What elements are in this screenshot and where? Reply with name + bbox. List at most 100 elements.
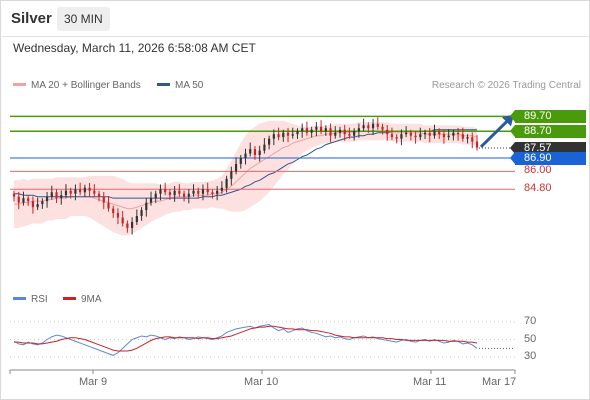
support-1-tag: 86.00 <box>524 164 552 177</box>
pivot-tag: 86.90 <box>510 151 586 165</box>
candle-body <box>239 158 242 164</box>
candle-body <box>282 132 285 138</box>
legend-ma50-swatch <box>157 82 170 86</box>
candle-body <box>173 190 176 196</box>
candle-body <box>367 125 370 129</box>
timestamp: Wednesday, March 11, 2026 6:58:08 AM CET <box>13 41 256 55</box>
candle-body <box>338 129 342 133</box>
resistance-2-tag: 89.70 <box>510 109 586 123</box>
candle-body <box>88 187 91 191</box>
candle-body <box>310 129 313 133</box>
candle-body <box>357 128 360 132</box>
candle-body <box>197 190 200 194</box>
candle-body <box>230 171 233 179</box>
candle-body <box>386 129 389 135</box>
candle-body <box>154 193 157 199</box>
candle-body <box>211 192 214 194</box>
candle-body <box>140 210 143 217</box>
candle-body <box>192 190 195 194</box>
candle-body <box>249 149 252 154</box>
candle-body <box>244 153 247 159</box>
candle-body <box>45 196 49 202</box>
candle-body <box>145 202 148 211</box>
candle-body <box>324 128 327 132</box>
candle-body <box>126 223 129 228</box>
legend-rsi: RSI <box>13 294 48 305</box>
candle-body <box>60 195 63 199</box>
candle-body <box>277 134 280 138</box>
candle-body <box>102 196 105 203</box>
legend-rsi-label: RSI <box>31 294 48 305</box>
candle-body <box>164 189 167 193</box>
candle-body <box>405 132 408 135</box>
candle-body <box>220 187 223 191</box>
candle-body <box>395 137 398 139</box>
candle-body <box>442 134 446 138</box>
candle-body <box>201 189 205 194</box>
candle-body <box>296 131 299 135</box>
candle-body <box>64 190 68 196</box>
candle-body <box>225 178 228 188</box>
resistance-1-tag: 88.70 <box>510 124 586 138</box>
candle-body <box>319 126 323 132</box>
legend-bollinger-swatch <box>13 82 26 86</box>
candle-body <box>159 189 162 194</box>
candle-body <box>409 132 412 136</box>
legend-rsi-ma-swatch <box>63 296 76 300</box>
candle-body <box>27 198 30 202</box>
candle-body <box>381 126 384 130</box>
bollinger-band <box>14 120 477 236</box>
rsi-ma-line <box>14 325 478 352</box>
candle-body <box>17 196 20 203</box>
candle-body <box>258 150 261 156</box>
candle-body <box>112 208 115 214</box>
candle-body <box>371 123 375 129</box>
timeframe-button[interactable]: 30 MIN <box>57 7 110 31</box>
chart-header: Silver 30 MIN <box>0 0 590 36</box>
last-price-tag: 87.57 <box>510 141 586 155</box>
candle-body <box>131 221 134 228</box>
candle-body <box>329 128 332 136</box>
candle-body <box>36 204 39 208</box>
candle-body <box>466 137 469 139</box>
candle-body <box>31 201 34 208</box>
x-tick-label: Mar 9 <box>79 376 108 388</box>
candle-body <box>428 132 431 136</box>
candle-body <box>362 125 365 129</box>
candle-body <box>291 134 294 136</box>
x-tick-label: Mar 11 <box>413 376 447 388</box>
x-tick-label: Mar 17 <box>482 376 517 388</box>
candle-body <box>286 132 290 136</box>
candle-body <box>414 135 417 138</box>
candle-body <box>107 202 110 209</box>
support-2-tag: 84.80 <box>524 182 552 195</box>
credit-text: Research © 2026 Trading Central <box>431 80 581 91</box>
candle-body <box>234 163 238 172</box>
candle-body <box>471 137 474 142</box>
candle-body <box>206 189 209 193</box>
candle-body <box>447 135 450 138</box>
candle-body <box>50 192 53 197</box>
forecast-arrow-shaft <box>479 119 510 148</box>
candle-body <box>353 131 356 136</box>
candle-body <box>301 128 304 132</box>
candle-body <box>83 187 86 193</box>
candle-body <box>168 192 172 196</box>
candle-body <box>390 134 394 138</box>
candle-body <box>457 132 460 135</box>
candle-body <box>121 217 124 224</box>
candle-body <box>461 134 464 139</box>
candle-body <box>79 189 82 193</box>
legend-bollinger: MA 20 + Bollinger Bands <box>13 80 141 91</box>
candle-body <box>334 132 337 136</box>
candle-body <box>423 132 427 135</box>
candle-body <box>116 213 120 218</box>
candle-body <box>376 123 379 127</box>
x-tick-label: Mar 10 <box>244 376 279 388</box>
candle-body <box>69 190 72 194</box>
candle-body <box>272 134 275 139</box>
legend-ma50: MA 50 <box>157 80 203 91</box>
candle-body <box>149 198 153 203</box>
candle-body <box>187 193 190 197</box>
